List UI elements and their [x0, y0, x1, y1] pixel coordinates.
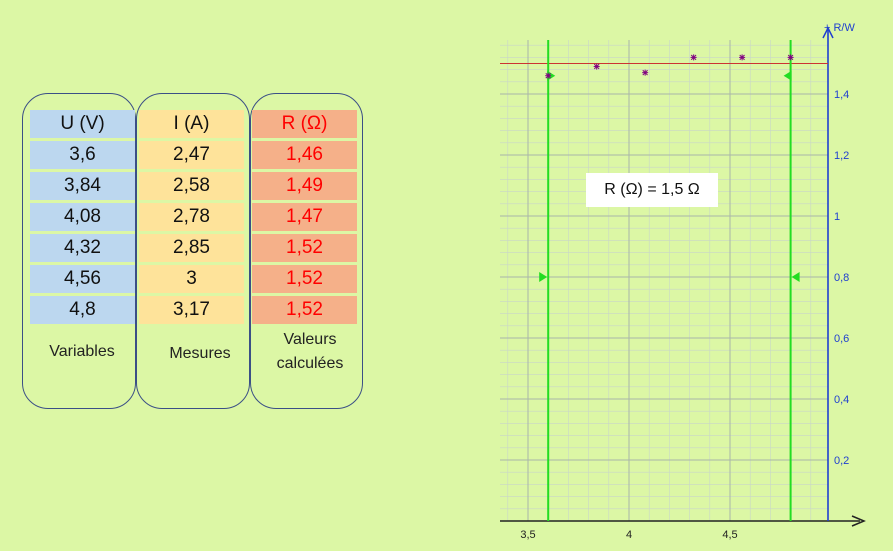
y-tick-label: 0,2 — [834, 455, 849, 467]
cell-r: 1,49 — [252, 172, 357, 200]
data-points — [545, 54, 794, 79]
cell-u: 3,84 — [30, 172, 135, 200]
cell-r: 1,47 — [252, 203, 357, 231]
cursor-lines — [539, 40, 800, 521]
data-point — [739, 54, 746, 61]
variables-column-frame — [22, 93, 136, 409]
cell-i: 2,85 — [139, 234, 244, 262]
cell-r: 1,52 — [252, 234, 357, 262]
data-point — [690, 54, 697, 61]
cell-i: 3 — [139, 265, 244, 293]
cell-r: 1,46 — [252, 141, 357, 169]
header-u: U (V) — [30, 110, 135, 138]
x-axis-arrow — [851, 515, 866, 527]
y-axis-arrow — [822, 26, 834, 39]
cell-u: 4,8 — [30, 296, 135, 324]
data-point — [642, 69, 649, 76]
data-point — [545, 72, 552, 79]
cursor-marker — [791, 272, 800, 282]
header-r: R (Ω) — [252, 110, 357, 138]
y-tick-label: 0,4 — [834, 394, 849, 406]
cell-i: 3,17 — [139, 296, 244, 324]
cursor-marker — [539, 272, 548, 282]
header-i: I (A) — [139, 110, 244, 138]
data-point — [593, 63, 600, 70]
cell-i: 2,47 — [139, 141, 244, 169]
y-tick-label: 1 — [834, 211, 840, 223]
x-tick-label: 4 — [626, 529, 632, 541]
cell-u: 4,08 — [30, 203, 135, 231]
data-point — [787, 54, 794, 61]
calculated-column-frame — [250, 93, 363, 409]
cell-i: 2,78 — [139, 203, 244, 231]
y-tick-label: 1,2 — [834, 150, 849, 162]
calculated-caption-line1: Valeurs — [283, 331, 337, 348]
cell-i: 2,58 — [139, 172, 244, 200]
cell-u: 3,6 — [30, 141, 135, 169]
cell-u: 4,32 — [30, 234, 135, 262]
calculated-caption-line2: calculées — [276, 355, 344, 372]
axes: + R/W — [500, 22, 866, 527]
cell-r: 1,52 — [252, 296, 357, 324]
variables-caption: Variables — [49, 343, 115, 360]
measures-caption: Mesures — [169, 345, 231, 362]
grid-major — [500, 40, 828, 521]
cursor-marker-top — [783, 70, 792, 81]
y-axis-label: + R/W — [824, 22, 855, 34]
cell-r: 1,52 — [252, 265, 357, 293]
x-tick-label: 4,5 — [722, 529, 737, 541]
resistance-result-label: R (Ω) = 1,5 Ω — [586, 173, 718, 207]
y-tick-label: 0,6 — [834, 333, 849, 345]
tick-labels: 3,5 4 4,5 0,2 0,4 0,6 0,8 1 1,2 1,4 — [520, 89, 849, 541]
measures-column-frame — [136, 93, 250, 409]
x-tick-label: 3,5 — [520, 529, 535, 541]
y-tick-label: 1,4 — [834, 89, 849, 101]
cell-u: 4,56 — [30, 265, 135, 293]
y-tick-label: 0,8 — [834, 272, 849, 284]
